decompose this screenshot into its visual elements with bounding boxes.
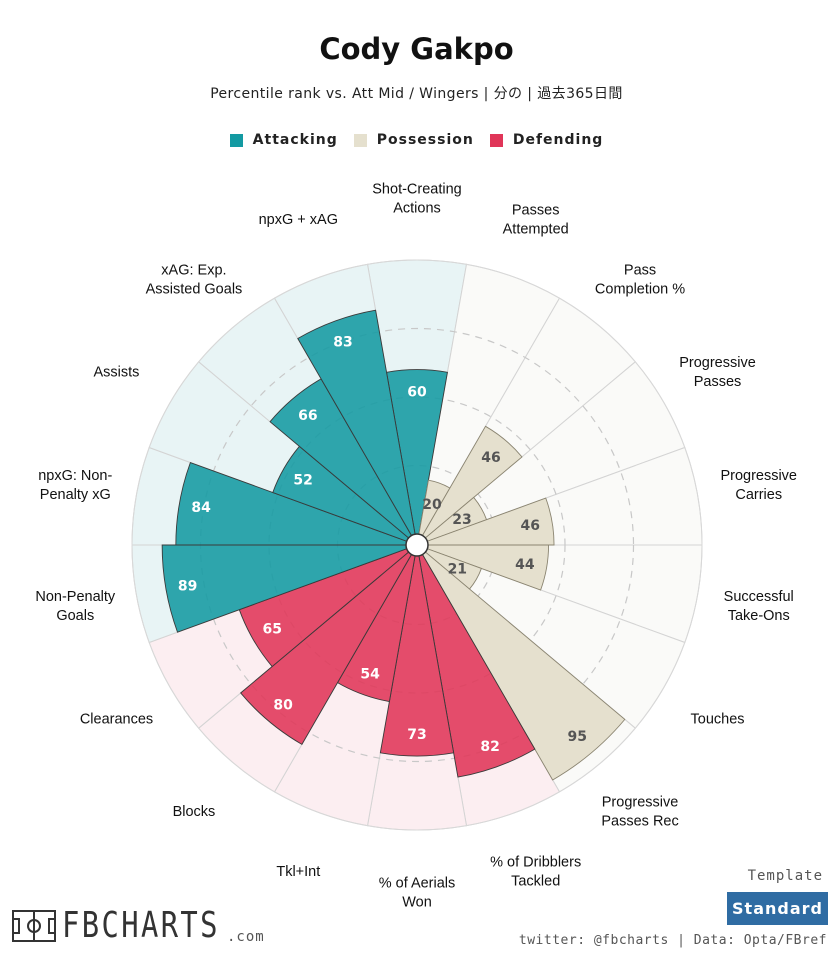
legend-label-possession: Possession <box>376 132 474 148</box>
category-label-line: Successful <box>724 589 794 605</box>
value-label: 60 <box>407 385 427 401</box>
category-label-line: Non-Penalty <box>35 589 116 605</box>
category-label-line: Pass <box>624 263 656 279</box>
category-label: Non-Penalty Goals <box>35 589 116 624</box>
fbcharts-logo: FBCHARTS .com <box>12 905 264 946</box>
category-label: Assists <box>94 365 140 381</box>
logo-suffix: .com <box>227 929 265 945</box>
category-label: Clearances <box>80 712 153 728</box>
value-label: 80 <box>273 697 293 713</box>
center-hub <box>405 533 429 557</box>
category-label: Successful Take-Ons <box>724 589 794 624</box>
category-label-line: Clearances <box>80 712 153 728</box>
category-label-line: Completion % <box>595 282 685 298</box>
category-label: Pass Completion % <box>595 263 685 298</box>
chart-title: Cody Gakpo <box>319 32 514 66</box>
category-label-line: xAG: Exp. <box>161 263 226 279</box>
category-label-line: Passes <box>694 374 742 390</box>
category-label-line: Goals <box>56 608 94 624</box>
category-label: % of Aerials Won <box>379 876 456 911</box>
value-label: 54 <box>360 667 380 683</box>
category-label: Touches <box>691 712 745 728</box>
category-label-line: Won <box>402 895 432 911</box>
chart-subtitle: Percentile rank vs. Att Mid / Wingers | … <box>210 86 623 102</box>
category-label-line: % of Dribblers <box>490 855 581 871</box>
category-label: Progressive Passes <box>679 355 756 390</box>
value-label: 66 <box>298 408 317 424</box>
category-label-line: Carries <box>735 487 782 503</box>
category-label-line: Progressive <box>679 355 756 371</box>
category-label-line: npxG + xAG <box>259 212 338 228</box>
category-label-line: Progressive <box>602 794 679 810</box>
legend-item-attacking: Attacking <box>229 132 338 148</box>
legend-item-possession: Possession <box>353 132 474 148</box>
legend-swatch-defending <box>489 133 503 147</box>
template-standard-badge: Standard <box>727 892 828 925</box>
category-label-line: Actions <box>393 201 441 217</box>
outer-ring <box>131 259 703 831</box>
category-label: Shot-Creating Actions <box>372 182 461 217</box>
category-label: npxG: Non- Penalty xG <box>38 468 112 503</box>
category-label-line: Assists <box>94 365 140 381</box>
category-label-line: Take-Ons <box>728 608 790 624</box>
category-label-line: Tackled <box>511 874 560 890</box>
category-label: xAG: Exp. Assisted Goals <box>146 263 243 298</box>
category-label: Passes Attempted <box>503 202 569 237</box>
value-label: 46 <box>521 518 540 534</box>
category-label: Blocks <box>173 804 216 820</box>
category-label-line: Tkl+Int <box>276 864 320 880</box>
value-label: 23 <box>452 512 471 528</box>
category-label-line: % of Aerials <box>379 876 456 892</box>
category-label-line: Shot-Creating <box>372 182 461 198</box>
value-label: 65 <box>263 622 282 638</box>
value-label: 84 <box>191 500 211 516</box>
category-label: Tkl+Int <box>276 864 320 880</box>
category-label-line: Blocks <box>173 804 216 820</box>
legend-label-defending: Defending <box>512 132 604 148</box>
value-label: 83 <box>333 335 352 351</box>
category-label: npxG + xAG <box>259 212 338 228</box>
category-label: % of Dribblers Tackled <box>490 855 581 890</box>
category-label-line: Passes <box>512 202 560 218</box>
category-label-line: Assisted Goals <box>146 282 243 298</box>
value-label: 44 <box>515 557 535 573</box>
chart-legend: Attacking Possession Defending <box>0 132 833 148</box>
value-label: 73 <box>407 727 426 743</box>
value-label: 21 <box>448 561 467 577</box>
category-label-line: Touches <box>691 712 745 728</box>
legend-item-defending: Defending <box>489 132 604 148</box>
logo-wordmark: FBCHARTS <box>62 905 220 946</box>
category-label-line: npxG: Non- <box>38 468 112 484</box>
category-label-line: Attempted <box>503 221 569 237</box>
value-label: 89 <box>178 578 197 594</box>
legend-swatch-attacking <box>229 133 243 147</box>
category-label-line: Passes Rec <box>601 813 678 829</box>
value-label: 20 <box>422 497 442 513</box>
legend-swatch-possession <box>353 133 367 147</box>
value-label: 95 <box>568 729 587 745</box>
data-credit: twitter: @fbcharts | Data: Opta/FBref <box>518 933 827 948</box>
category-label-line: Penalty xG <box>40 487 111 503</box>
value-label: 52 <box>293 472 312 488</box>
category-label-line: Progressive <box>720 468 797 484</box>
pitch-logo-icon <box>12 909 56 942</box>
category-label: Progressive Carries <box>720 468 797 503</box>
value-label: 46 <box>481 450 500 466</box>
category-label: Progressive Passes Rec <box>601 794 678 829</box>
value-label: 82 <box>480 739 499 755</box>
grid-ring <box>268 396 566 694</box>
template-label: Template <box>747 868 823 884</box>
legend-label-attacking: Attacking <box>252 132 338 148</box>
